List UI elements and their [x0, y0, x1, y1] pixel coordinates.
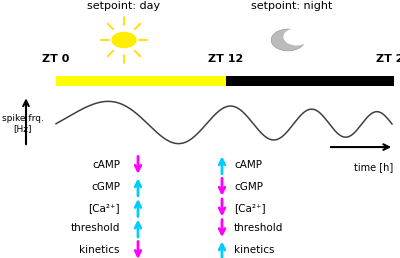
- Text: setpoint: day: setpoint: day: [88, 1, 160, 11]
- Text: threshold: threshold: [71, 223, 120, 233]
- Text: cGMP: cGMP: [91, 182, 120, 192]
- Text: kinetics: kinetics: [234, 245, 274, 255]
- Text: ZT 12: ZT 12: [208, 54, 244, 64]
- Circle shape: [111, 32, 137, 48]
- Text: [Ca²⁺]: [Ca²⁺]: [88, 203, 120, 213]
- Text: ZT 0: ZT 0: [42, 54, 70, 64]
- Text: cGMP: cGMP: [234, 182, 263, 192]
- Text: spike frq.
[Hz]: spike frq. [Hz]: [2, 114, 44, 134]
- Bar: [226, 76, 394, 86]
- Text: [Ca²⁺]: [Ca²⁺]: [234, 203, 266, 213]
- Text: time [h]: time [h]: [354, 163, 394, 173]
- Circle shape: [271, 29, 305, 51]
- Text: ZT 24: ZT 24: [376, 54, 400, 64]
- Text: threshold: threshold: [234, 223, 283, 233]
- Text: cAMP: cAMP: [92, 160, 120, 170]
- Text: kinetics: kinetics: [80, 245, 120, 255]
- Text: setpoint: night: setpoint: night: [251, 1, 333, 11]
- Bar: [56, 76, 226, 86]
- Text: cAMP: cAMP: [234, 160, 262, 170]
- Circle shape: [283, 28, 310, 45]
